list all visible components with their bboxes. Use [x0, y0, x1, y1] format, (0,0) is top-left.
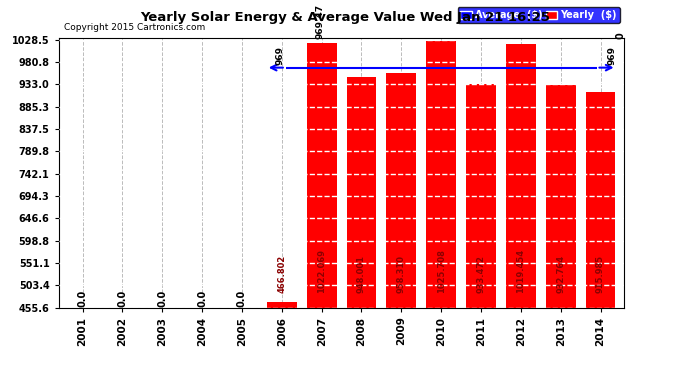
Text: 1022.069: 1022.069	[317, 249, 326, 294]
Text: 969.47: 969.47	[315, 4, 324, 39]
Bar	[546, 85, 575, 308]
Legend: Average  ($), Yearly  ($): Average ($), Yearly ($)	[457, 7, 620, 23]
Text: Yearly Solar Energy & Average Value Wed Jan 21 16:25: Yearly Solar Energy & Average Value Wed …	[140, 11, 550, 24]
Bar	[267, 302, 297, 307]
Text: 0.0: 0.0	[157, 290, 167, 307]
Text: 0.0: 0.0	[117, 290, 128, 307]
Text: 948.001: 948.001	[357, 255, 366, 294]
Text: 466.802: 466.802	[277, 255, 286, 294]
Text: 932.764: 932.764	[556, 255, 565, 294]
Text: Copyright 2015 Cartronics.com: Copyright 2015 Cartronics.com	[64, 23, 206, 32]
Text: 1025.708: 1025.708	[437, 250, 446, 294]
Text: 969: 969	[275, 46, 284, 65]
Bar	[466, 84, 496, 308]
Text: 958.310: 958.310	[397, 255, 406, 294]
Text: 915.985: 915.985	[596, 255, 605, 294]
Bar	[586, 92, 615, 308]
Bar	[346, 78, 377, 308]
Bar	[506, 44, 536, 308]
Text: 0.0: 0.0	[197, 290, 207, 307]
Text: 0.0: 0.0	[77, 290, 88, 307]
Text: 969: 969	[608, 46, 617, 65]
Text: 933.472: 933.472	[477, 255, 486, 294]
Text: 0: 0	[615, 33, 625, 39]
Text: 1019.454: 1019.454	[516, 249, 525, 294]
Text: 0.0: 0.0	[237, 290, 247, 307]
Bar	[306, 43, 337, 308]
Bar	[386, 73, 416, 308]
Bar	[426, 41, 456, 308]
